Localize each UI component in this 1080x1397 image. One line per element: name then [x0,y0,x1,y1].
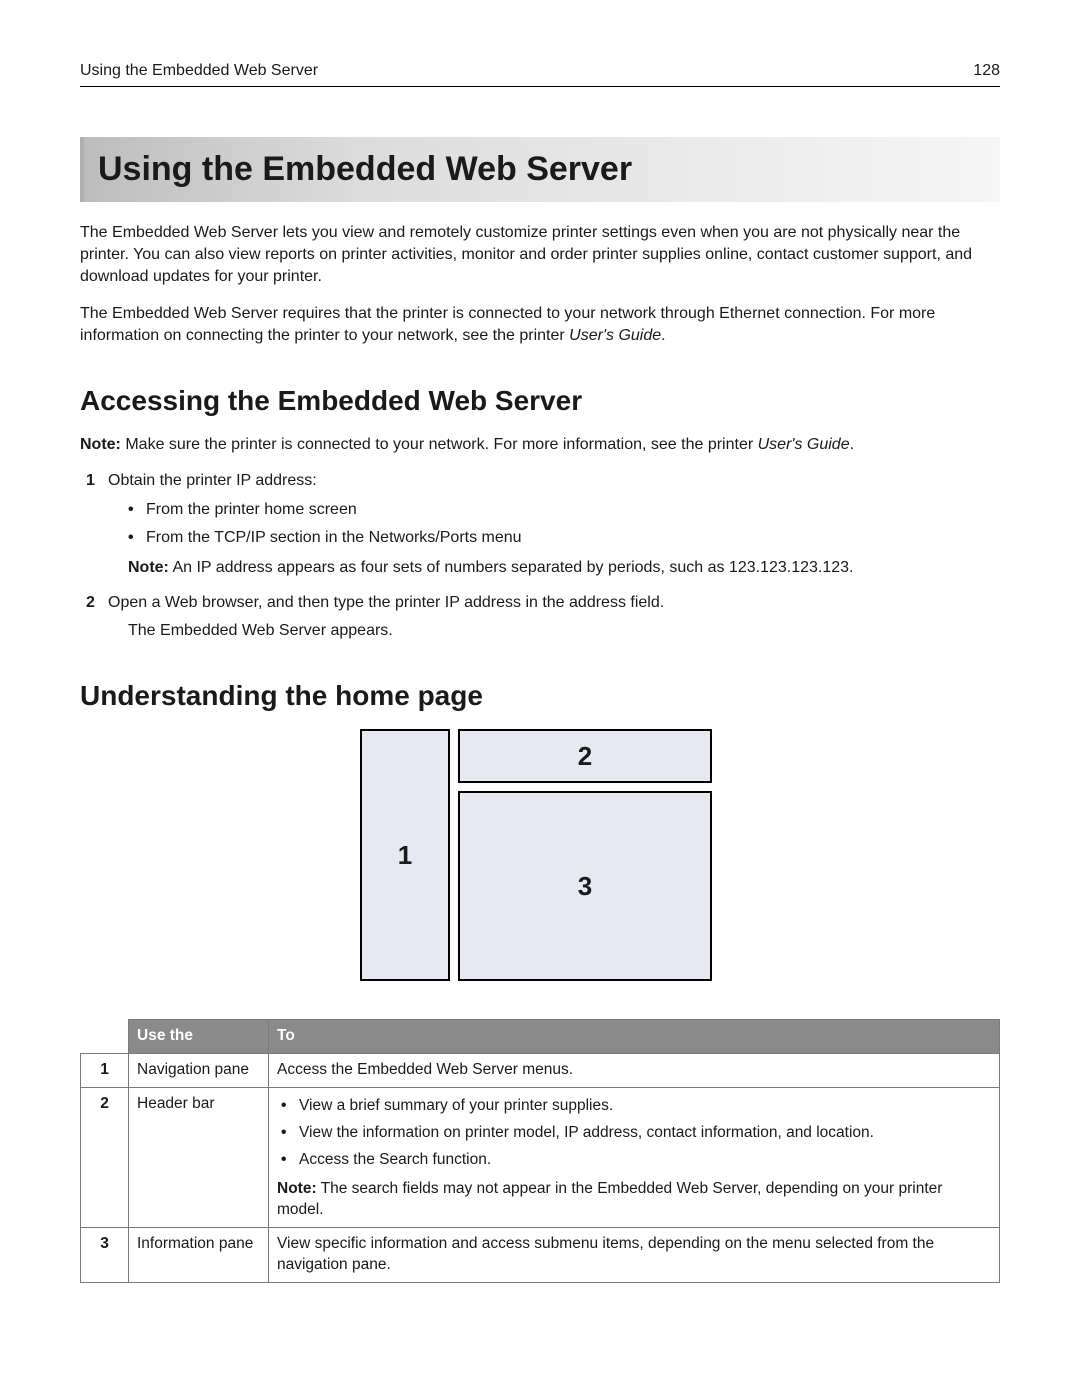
intro-p2b: . [661,327,665,344]
accessing-note-a: Make sure the printer is connected to yo… [121,436,758,453]
table-row: 1 Navigation pane Access the Embedded We… [81,1054,1000,1088]
step-1-bullet-0: From the printer home screen [128,499,1000,521]
step-1-note: Note: An IP address appears as four sets… [108,557,1000,579]
table-header-row: Use the To [81,1020,1000,1054]
row-1-desc: View a brief summary of your printer sup… [269,1088,1000,1228]
accessing-note-b: . [850,436,854,453]
intro-p2: The Embedded Web Server requires that th… [80,303,1000,346]
diagram-container: 1 2 3 [360,729,720,989]
note-label: Note: [277,1180,317,1197]
step-2: Open a Web browser, and then type the pr… [80,592,1000,641]
row-0-num: 1 [81,1054,129,1088]
step-1-text: Obtain the printer IP address: [108,472,317,489]
row-2-num: 3 [81,1227,129,1282]
row-1-note: Note: The search fields may not appear i… [277,1179,991,1221]
row-1-note-text: The search fields may not appear in the … [277,1180,942,1218]
row-0-name: Navigation pane [129,1054,269,1088]
step-1-bullets: From the printer home screen From the TC… [108,499,1000,548]
accessing-note-italic: User's Guide [758,436,850,453]
understanding-heading: Understanding the home page [80,677,1000,715]
step-2-sub: The Embedded Web Server appears. [108,620,1000,642]
row-1-bullet-1: View the information on printer model, I… [281,1123,991,1144]
intro-p2a: The Embedded Web Server requires that th… [80,305,935,344]
running-header-page: 128 [973,60,1000,82]
table-row: 3 Information pane View specific informa… [81,1227,1000,1282]
row-2-name: Information pane [129,1227,269,1282]
running-header: Using the Embedded Web Server 128 [80,60,1000,87]
homepage-diagram: 1 2 3 [80,729,1000,989]
running-header-left: Using the Embedded Web Server [80,60,318,82]
homepage-table: Use the To 1 Navigation pane Access the … [80,1019,1000,1282]
step-1: Obtain the printer IP address: From the … [80,470,1000,578]
page-title: Using the Embedded Web Server [80,137,1000,203]
diagram-pane-1: 1 [360,729,450,981]
row-0-desc: Access the Embedded Web Server menus. [269,1054,1000,1088]
diagram-pane-2: 2 [458,729,712,783]
note-label: Note: [128,559,169,576]
step-1-note-text: An IP address appears as four sets of nu… [169,559,854,576]
row-1-bullet-0: View a brief summary of your printer sup… [281,1096,991,1117]
step-2-text: Open a Web browser, and then type the pr… [108,594,664,611]
diagram-pane-3: 3 [458,791,712,981]
row-1-bullet-2: Access the Search function. [281,1150,991,1171]
row-1-bullets: View a brief summary of your printer sup… [277,1096,991,1171]
row-2-desc: View specific information and access sub… [269,1227,1000,1282]
table-header-blank [81,1020,129,1054]
table-row: 2 Header bar View a brief summary of you… [81,1088,1000,1228]
note-label: Note: [80,436,121,453]
table-header-use: Use the [129,1020,269,1054]
accessing-heading: Accessing the Embedded Web Server [80,382,1000,420]
accessing-note: Note: Make sure the printer is connected… [80,434,1000,456]
row-1-name: Header bar [129,1088,269,1228]
step-1-bullet-1: From the TCP/IP section in the Networks/… [128,527,1000,549]
intro-p1: The Embedded Web Server lets you view an… [80,222,1000,287]
intro-p2-italic: User's Guide [569,327,661,344]
table-header-to: To [269,1020,1000,1054]
row-1-num: 2 [81,1088,129,1228]
accessing-steps: Obtain the printer IP address: From the … [80,470,1000,642]
